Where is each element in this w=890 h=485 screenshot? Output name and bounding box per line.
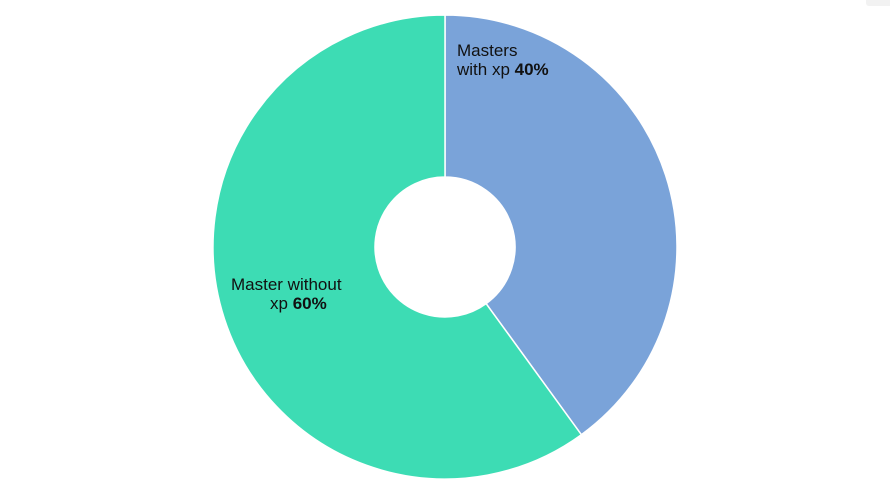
slice-label-line: Master without — [231, 275, 342, 294]
pie-slice-1[interactable] — [444, 14, 678, 436]
labels-layer: Masters with xp 40% Master without xp 60% — [231, 41, 549, 313]
pie-slice-2[interactable] — [212, 14, 583, 480]
slice-label-line: with xp — [456, 60, 510, 79]
slice-label-1: Masters with xp 40% — [456, 41, 549, 79]
slice-percent-label: 60% — [288, 294, 327, 313]
slice-label-2: Master without xp 60% — [231, 275, 342, 313]
slices-layer — [212, 14, 678, 480]
corner-tab — [866, 0, 890, 6]
slice-label-line: xp — [270, 294, 288, 313]
slice-percent-label: 40% — [510, 60, 549, 79]
slice-label-line: Masters — [457, 41, 517, 60]
